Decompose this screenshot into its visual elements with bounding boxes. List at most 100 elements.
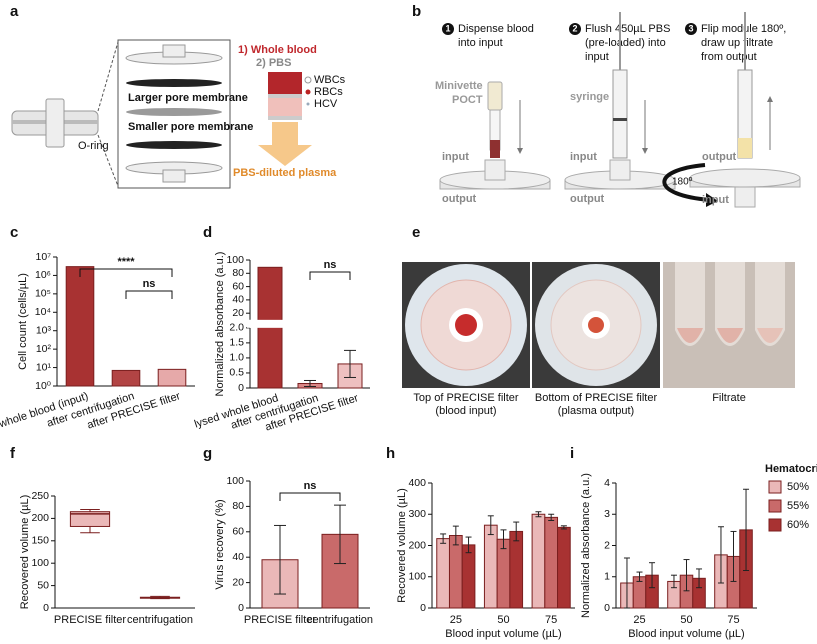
outlet — [162, 169, 186, 183]
y-tick-label: 10⁰ — [35, 380, 52, 392]
x-tick-label: 75 — [727, 614, 739, 626]
panel-label: b — [412, 3, 421, 20]
label: input — [702, 194, 729, 206]
y-tick-label: 50 — [37, 579, 49, 591]
label: Smaller pore membrane — [128, 121, 253, 133]
x-tick-label: 50 — [680, 614, 692, 626]
caption: (blood input) — [435, 405, 496, 417]
tube — [715, 262, 745, 346]
y-tick-label: 100 — [408, 571, 426, 583]
y-tick-label: 10⁷ — [36, 251, 52, 263]
y-axis-label: Cell count (cells/µL) — [17, 273, 29, 370]
legend-swatch — [768, 518, 782, 532]
x-axis-label: Blood input volume (µL) — [445, 628, 561, 640]
legend-label: HCV — [314, 98, 338, 110]
arrow — [767, 96, 773, 102]
label: input — [570, 151, 597, 163]
step-text: Flip module 180º, — [701, 23, 786, 35]
significance-label: **** — [117, 256, 135, 268]
y-tick-label: 0 — [238, 602, 244, 614]
legend-label: 55% — [787, 500, 809, 512]
bar — [557, 526, 571, 609]
label: O-ring — [78, 140, 109, 152]
filter-hub — [45, 98, 65, 148]
rotate-arrow — [706, 193, 718, 207]
y-tick-label: 10¹ — [36, 361, 52, 373]
y-tick-label: 4 — [604, 477, 610, 489]
y-tick-label: 80 — [232, 500, 244, 512]
bar — [321, 533, 359, 609]
x-tick-label: PRECISE filter — [244, 614, 316, 626]
panel-label: i — [570, 445, 574, 462]
label: output — [702, 151, 737, 163]
y-tick-label: 1.5 — [229, 337, 244, 349]
y-tick-label: 200 — [31, 512, 49, 524]
y-tick-label: 10² — [36, 343, 52, 355]
panel-label: h — [386, 445, 395, 462]
inlet — [162, 44, 186, 58]
label: output — [570, 193, 605, 205]
syringe-stopper — [613, 118, 627, 121]
label: input — [442, 151, 469, 163]
membrane-icon — [268, 94, 302, 98]
y-tick-label: 3 — [604, 508, 610, 520]
filtrate — [677, 328, 703, 343]
y-tick-label: 40 — [232, 294, 244, 306]
y-tick-label: 10⁶ — [35, 269, 51, 281]
y-tick-label: 300 — [408, 508, 426, 520]
y-tick-label: 0 — [238, 382, 244, 394]
y-tick-label: 0 — [604, 602, 610, 614]
module-hub — [484, 159, 506, 181]
significance-label: ns — [304, 480, 317, 492]
syringe — [612, 69, 628, 159]
step-number: 3 — [688, 23, 693, 33]
caption: Top of PRECISE filter — [413, 392, 518, 404]
membrane — [126, 79, 222, 87]
y-tick-label: 1 — [604, 571, 610, 583]
bar — [531, 513, 546, 609]
y-tick-label: 400 — [408, 477, 426, 489]
filter-photo — [588, 317, 604, 333]
y-tick-label: 80 — [232, 267, 244, 279]
plasma-layer — [268, 98, 302, 116]
bar — [461, 544, 476, 609]
legend-swatch — [768, 480, 782, 494]
minivette — [487, 81, 503, 111]
panel-label: d — [203, 224, 212, 241]
bar — [509, 530, 524, 609]
significance-label: ns — [324, 259, 337, 271]
y-axis-label: Recovered volume (µL) — [396, 488, 408, 603]
step-badge — [685, 23, 697, 35]
panel-label: c — [10, 224, 18, 241]
legend-label: 50% — [787, 481, 809, 493]
zoom-line — [97, 41, 119, 112]
zoom-box — [117, 39, 231, 189]
panel-label: e — [412, 224, 420, 241]
y-tick-label: 20 — [232, 307, 244, 319]
hcv-icon — [306, 102, 310, 106]
y-tick-label: 60 — [232, 526, 244, 538]
significance-bracket — [125, 290, 173, 299]
y-tick-label: 0 — [420, 602, 426, 614]
y-tick-label: 250 — [31, 490, 49, 502]
arrow — [517, 148, 523, 154]
module-hub — [609, 159, 631, 181]
arrow — [258, 122, 312, 166]
o-ring — [126, 141, 222, 149]
step-text: Flush 450µL PBS — [585, 23, 670, 35]
y-tick-label: 1.0 — [229, 352, 244, 364]
axis-break — [247, 319, 370, 328]
label: Minivette — [435, 80, 483, 92]
significance-bracket — [279, 492, 341, 501]
bar — [483, 524, 498, 609]
y-tick-label: 0 — [43, 602, 49, 614]
y-tick-label: 200 — [408, 539, 426, 551]
x-tick-label: 25 — [450, 614, 462, 626]
y-tick-label: 0.5 — [229, 367, 244, 379]
legend-swatch — [768, 499, 782, 513]
y-tick-label: 100 — [226, 254, 244, 266]
legend-title: Hematocrit — [765, 463, 817, 475]
y-tick-label: 2.0 — [229, 322, 244, 334]
